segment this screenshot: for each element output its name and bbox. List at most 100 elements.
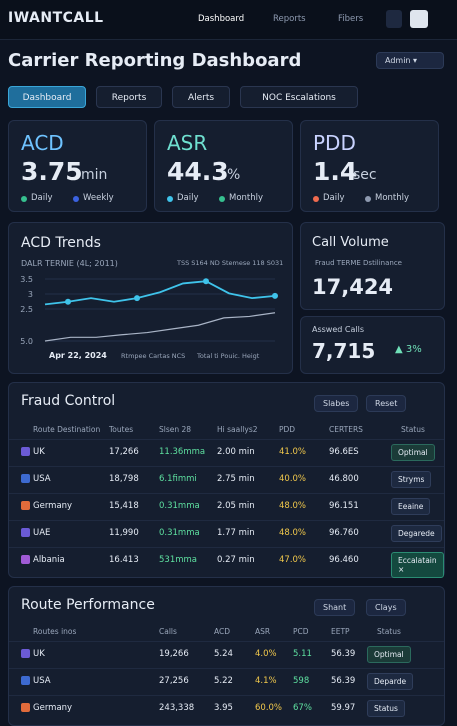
kpi-label: PDD <box>313 131 356 155</box>
cell: Germany <box>33 501 73 511</box>
cell: 46.800 <box>329 474 359 484</box>
cell: 96.460 <box>329 555 359 565</box>
card-change: ▲ 3% <box>395 344 422 355</box>
brand: IWANTCALL <box>8 10 104 26</box>
cell: 0.31mma <box>159 501 200 511</box>
status-pill[interactable]: Status <box>367 700 405 717</box>
cell: 11.36mma <box>159 447 206 457</box>
trend-point <box>203 278 209 285</box>
cell: 15,418 <box>109 501 139 511</box>
y-tick-label: 5.0 <box>20 337 33 346</box>
table-row: Germany 15,418 0.31mma 2.05 min 48.0% 96.151 E… <box>9 493 444 517</box>
header: IWANTCALL Dashboard Reports Fibers <box>0 0 457 40</box>
card-title: Asswed Calls <box>312 325 364 334</box>
cell: 5.11 <box>293 649 312 659</box>
control[interactable]: Shant <box>314 599 356 616</box>
cell: 27,256 <box>159 676 189 686</box>
status-pill[interactable]: Optimal <box>391 444 435 461</box>
section-title: Fraud Control <box>21 393 116 409</box>
legend-label: Daily <box>177 193 199 203</box>
status-pill[interactable]: Optimal <box>367 646 411 663</box>
trend-chart: 3.5 3 2.5 5.0 <box>20 275 278 346</box>
cell: 16.413 <box>109 555 139 565</box>
column-header: Slsen 28 <box>159 425 192 434</box>
kpi-card: PDD 1.4 sec Daily Monthly <box>300 120 439 212</box>
status-pill[interactable]: Degarede <box>391 525 442 542</box>
table-row: Albania 16.413 531mma 0.27 min 47.0% 96.460 Ec… <box>9 547 444 578</box>
tab[interactable]: NOC Escalations <box>240 86 358 108</box>
card-title: Call Volume <box>312 235 389 250</box>
cell: 40.0% <box>279 474 307 484</box>
cell: Germany <box>33 703 73 713</box>
control[interactable]: Slabes <box>314 395 359 412</box>
flag <box>21 676 30 685</box>
legend-dot <box>73 196 79 202</box>
flag <box>21 649 30 658</box>
kpi-unit: sec <box>353 167 377 183</box>
legend-dot <box>365 196 371 202</box>
status-pill[interactable]: Stryms <box>391 471 432 488</box>
cell: 17,266 <box>109 447 139 457</box>
nav-link[interactable]: Dashboard <box>198 14 245 24</box>
icon-button[interactable] <box>386 10 402 28</box>
column-header: CERTERS <box>329 425 363 434</box>
trend-point <box>134 295 140 302</box>
kpi-value: 1.4 <box>313 157 358 186</box>
legend-label: Daily <box>323 193 345 203</box>
cell: UK <box>33 649 45 659</box>
control[interactable]: Clays <box>366 599 406 616</box>
kpi-unit: min <box>81 167 108 183</box>
cell: 56.39 <box>331 676 356 686</box>
column-header: ACD <box>214 627 231 636</box>
trends-card: ACD Trends DALR TERNIE (4L; 2011) TSS S1… <box>8 222 293 374</box>
cell: UAE <box>33 528 51 538</box>
trend-line <box>44 280 276 306</box>
legend-label: Daily <box>31 193 53 203</box>
trends-subtitle: DALR TERNIE (4L; 2011) <box>21 259 118 268</box>
status-pill[interactable]: Deparde <box>367 673 414 690</box>
flag <box>21 501 30 510</box>
tab[interactable]: Alerts <box>172 86 230 108</box>
kpi-value: 3.75 <box>21 157 83 186</box>
cell: 96.760 <box>329 528 359 538</box>
nav-link[interactable]: Reports <box>273 14 306 24</box>
admin-dropdown[interactable]: Admin ▾ <box>376 52 444 69</box>
cell: 67% <box>293 703 312 713</box>
card-value: 17,424 <box>312 275 394 299</box>
table-row: UK 17,266 11.36mma 2.00 min 41.0% 96.6ES Optim… <box>9 439 444 463</box>
status-pill[interactable]: Eccalatain × <box>391 552 444 578</box>
nav-link[interactable]: Fibers <box>338 14 364 24</box>
trends-footer: Rtmpee Cartas NCS <box>121 352 186 360</box>
trend-point <box>272 292 278 299</box>
trend-line <box>44 312 276 342</box>
flag <box>21 528 30 537</box>
cell: 59.97 <box>331 703 356 713</box>
cell: 531mma <box>159 555 197 565</box>
column-header: EETP <box>331 627 350 636</box>
answered-card: Asswed Calls 7,715 ▲ 3% <box>300 316 445 374</box>
tab[interactable]: Reports <box>96 86 162 108</box>
cell: 18,798 <box>109 474 139 484</box>
cell: 60.0% <box>255 703 283 713</box>
kpi-unit: % <box>227 167 241 183</box>
cell: 5.24 <box>214 649 233 659</box>
avatar[interactable] <box>410 10 428 28</box>
cell: UK <box>33 447 45 457</box>
legend-label: Weekly <box>83 193 114 203</box>
legend-dot <box>219 196 225 202</box>
cell: 598 <box>293 676 310 686</box>
cell: 48.0% <box>279 501 307 511</box>
column-header: Status <box>401 425 425 434</box>
legend-dot <box>167 196 173 202</box>
table-row: USA 18,798 6.1fimmi 2.75 min 40.0% 46.800 Stry… <box>9 466 444 490</box>
cell: 3.95 <box>214 703 233 713</box>
card-subtitle: Fraud TERME Dstilinance <box>315 259 402 267</box>
cell: 56.39 <box>331 649 356 659</box>
control[interactable]: Reset <box>366 395 407 412</box>
status-pill[interactable]: Eeaine <box>391 498 431 515</box>
table-row: Germany 243,338 3.95 60.0% 67% 59.97 Status <box>9 695 444 719</box>
cell: Albania <box>33 555 65 565</box>
flag <box>21 703 30 712</box>
fraud-card: Fraud Control Slabes Reset Route Destinatio… <box>8 382 445 578</box>
tab[interactable]: Dashboard <box>8 86 86 108</box>
